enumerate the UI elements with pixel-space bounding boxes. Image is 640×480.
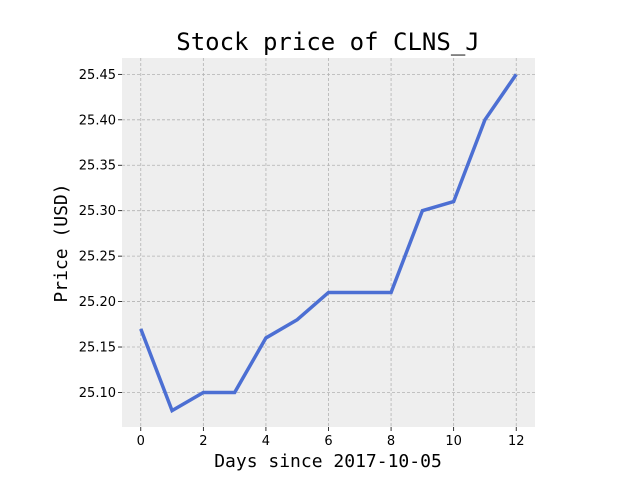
- x-tick-label: 0: [137, 434, 145, 449]
- y-axis-label: Price (USD): [51, 183, 72, 302]
- y-axis-ticks: 25.10 25.15 25.20 25.25 25.30 25.35 25.40 25.45: [79, 68, 122, 401]
- x-tick-label: 2: [199, 434, 207, 449]
- x-axis-ticks: 0 2 4 6 8 10 12: [137, 427, 525, 449]
- grid-lines: [122, 58, 535, 427]
- y-tick-label: 25.10: [79, 386, 116, 401]
- chart-title: Stock price of CLNS_J: [176, 28, 479, 56]
- x-tick-label: 6: [324, 434, 332, 449]
- x-tick-label: 8: [387, 434, 395, 449]
- y-tick-label: 25.25: [79, 250, 116, 265]
- y-tick-label: 25.20: [79, 295, 116, 310]
- series-group: [139, 73, 518, 414]
- y-tick-label: 25.30: [79, 204, 116, 219]
- x-tick-label: 4: [262, 434, 270, 449]
- y-tick-label: 25.40: [79, 113, 116, 128]
- y-tick-label: 25.15: [79, 341, 116, 356]
- x-tick-label: 10: [445, 434, 462, 449]
- x-axis-label: Days since 2017-10-05: [214, 451, 442, 472]
- y-tick-label: 25.45: [79, 68, 116, 83]
- x-tick-label: 12: [508, 434, 525, 449]
- series-line: [139, 73, 518, 414]
- y-tick-label: 25.35: [79, 159, 116, 174]
